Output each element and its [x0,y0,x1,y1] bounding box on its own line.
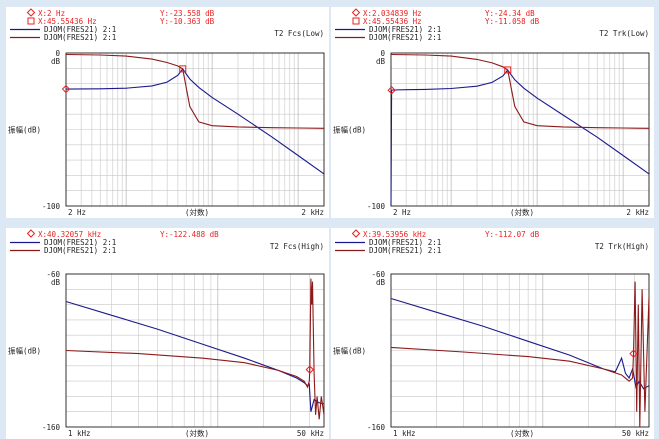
x-tick-left: 1 kHz [393,429,416,438]
series-line-1 [65,67,325,175]
legend-entry: DJOM(FRES21) 2:1 [44,246,116,255]
legend-entry: DJOM(FRES21) 2:1 [44,33,116,42]
chart-svg-trk-low: X:2.034839 Hz Y:-24.34 dB X:45.55436 Hz Y:-… [333,8,650,217]
legend-entry: DJOM(FRES21) 2:1 [369,246,441,255]
y-axis-label: 振幅(dB) [8,125,41,135]
chart-title: T2 Trk(High) [595,242,649,251]
series-line-1 [390,297,650,390]
x-axis-scale-label: (対数) [185,207,209,217]
series-line-1 [390,69,650,207]
chart-title: T2 Fcs(High) [270,242,324,251]
cursor-y-readout: Y:-24.34 dB [485,9,535,18]
chart-svg-fcs-high: X:40.32057 kHz Y:-122.488 dB DJOM(FRES21) … [8,229,325,438]
legend-entry: DJOM(FRES21) 2:1 [369,238,441,247]
readout-diamond-icon [351,229,361,238]
legend-entry: DJOM(FRES21) 2:1 [369,25,441,34]
cursor-x-readout: X:2 Hz [38,9,65,18]
x-tick-right: 50 kHz [297,429,324,438]
y-tick-unit: dB [51,278,61,287]
cursor-marker-square [179,65,187,73]
x-tick-right: 2 kHz [301,208,324,217]
series-line-2 [65,278,325,420]
cursor-x-readout: X:45.55436 Hz [363,17,422,26]
legend-entry: DJOM(FRES21) 2:1 [369,33,441,42]
x-tick-left: 2 Hz [393,208,411,217]
cursor-marker-diamond [387,86,396,95]
cursor-x-readout: X:39.53956 kHz [363,230,426,239]
y-axis-label: 振幅(dB) [333,346,366,356]
series-line-2 [390,53,650,129]
x-tick-left: 1 kHz [68,429,91,438]
chart-title: T2 Trk(Low) [599,29,649,38]
readout-square-icon [27,17,35,25]
cursor-marker-diamond [61,84,71,94]
series-line-1 [65,300,325,412]
chart-panel-trk-high: X:39.53956 kHz Y:-112.07 dB DJOM(FRES21) 2… [331,228,654,439]
readout-square-icon [352,17,360,25]
y-tick-bottom: -160 [367,423,386,432]
plot-frame [390,273,650,428]
chart-panel-trk-low: X:2.034839 Hz Y:-24.34 dB X:45.55436 Hz Y:-… [331,7,654,218]
cursor-marker-square [504,66,512,74]
x-axis-scale-label: (対数) [510,428,534,438]
y-tick-top: -60 [371,270,385,279]
y-tick-unit: dB [376,57,386,66]
y-axis-label: 振幅(dB) [333,125,366,135]
chart-panel-fcs-high: X:40.32057 kHz Y:-122.488 dB DJOM(FRES21) … [6,228,329,439]
readout-diamond-icon [351,8,361,17]
readout-diamond-icon [26,229,36,238]
y-tick-top: -60 [46,270,60,279]
cursor-y-readout: Y:-112.07 dB [485,230,540,239]
x-tick-left: 2 Hz [68,208,86,217]
cursor-y-readout: Y:-23.558 dB [160,9,215,18]
legend-entry: DJOM(FRES21) 2:1 [44,25,116,34]
x-axis-scale-label: (対数) [510,207,534,217]
legend-entry: DJOM(FRES21) 2:1 [44,238,116,247]
y-axis-label: 振幅(dB) [8,346,41,356]
cursor-y-readout: Y:-122.488 dB [160,230,219,239]
series-line-2 [390,281,650,428]
y-tick-bottom: -160 [42,423,61,432]
x-tick-right: 50 kHz [622,429,649,438]
chart-svg-trk-high: X:39.53956 kHz Y:-112.07 dB DJOM(FRES21) 2… [333,229,650,438]
cursor-marker-diamond [629,349,638,358]
cursor-x-readout: X:40.32057 kHz [38,230,101,239]
chart-svg-fcs-low: X:2 Hz Y:-23.558 dB X:45.55436 Hz Y:-10.363… [8,8,325,217]
y-tick-unit: dB [51,57,61,66]
readout-diamond-icon [26,8,36,17]
y-tick-unit: dB [376,278,386,287]
x-tick-right: 2 kHz [626,208,649,217]
cursor-x-readout: X:45.55436 Hz [38,17,97,26]
y-tick-top: 0 [55,49,60,58]
plot-frame [65,52,325,207]
x-axis-scale-label: (対数) [185,428,209,438]
series-line-2 [65,53,325,129]
y-tick-bottom: -100 [42,202,61,211]
cursor-y-readout: Y:-10.363 dB [160,17,215,26]
y-tick-top: 0 [380,49,385,58]
cursor-y-readout: Y:-11.058 dB [485,17,540,26]
chart-title: T2 Fcs(Low) [274,29,324,38]
chart-panel-fcs-low: X:2 Hz Y:-23.558 dB X:45.55436 Hz Y:-10.363… [6,7,329,218]
cursor-x-readout: X:2.034839 Hz [363,9,422,18]
y-tick-bottom: -100 [367,202,386,211]
cursor-marker-diamond [305,365,315,374]
